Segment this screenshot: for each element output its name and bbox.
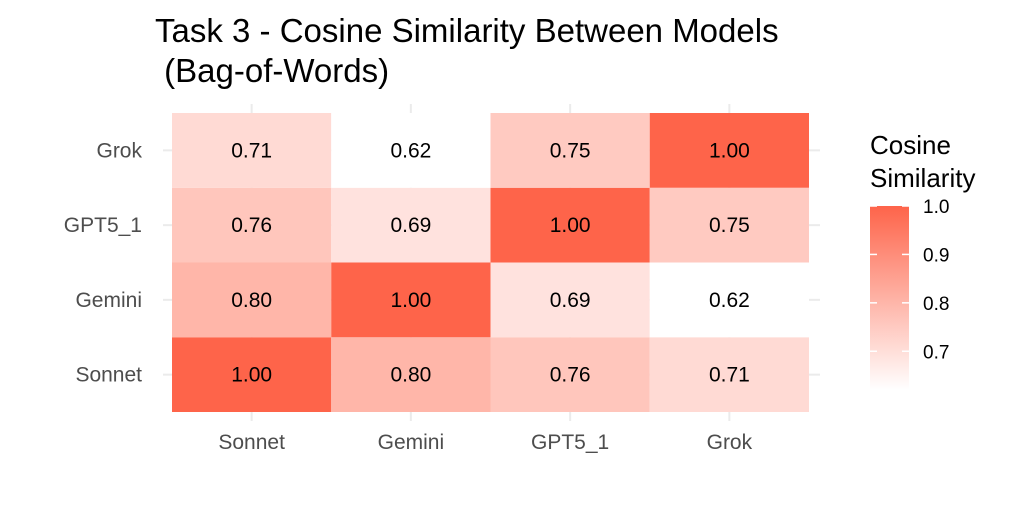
legend-tick-label: 0.9 <box>923 245 949 266</box>
x-tick-label: Gemini <box>378 431 445 454</box>
heatmap-cell <box>649 187 809 263</box>
legend: Cosine Similarity 0.7 0.8 0.9 1.0 <box>870 130 975 390</box>
cell-value-label: 0.71 <box>709 364 750 387</box>
y-tick-label: GPT5_1 <box>64 214 142 237</box>
x-tick-label: Grok <box>707 431 753 454</box>
chart-title: Task 3 - Cosine Similarity Between Model… <box>155 12 779 49</box>
cell-value-label: 0.71 <box>231 139 272 162</box>
cell-value-label: 1.00 <box>231 364 272 387</box>
heatmap-cell <box>331 262 491 338</box>
heatmap-cell <box>172 113 332 188</box>
heatmap-cell <box>649 262 809 338</box>
x-tick-label: GPT5_1 <box>531 431 609 454</box>
cell-value-label: 0.75 <box>709 214 750 237</box>
heatmap-cell <box>172 337 332 412</box>
cell-value-label: 0.69 <box>390 214 431 237</box>
heatmap-cell <box>649 337 809 412</box>
heatmap-cell <box>331 337 491 412</box>
cell-value-label: 0.75 <box>550 139 591 162</box>
cell-value-label: 1.00 <box>550 214 591 237</box>
legend-color-bar <box>870 206 909 390</box>
y-tick-label: Gemini <box>75 289 142 312</box>
cell-value-label: 0.69 <box>550 289 591 312</box>
heatmap-cell <box>649 113 809 188</box>
heatmap-cell <box>331 187 491 263</box>
legend-title-line-2: Similarity <box>870 163 975 193</box>
cell-value-label: 0.80 <box>390 364 431 387</box>
heatmap-cell <box>331 113 491 188</box>
legend-tick-label: 1.0 <box>923 197 949 218</box>
heatmap-cell <box>490 262 650 338</box>
heatmap-cell <box>490 187 650 263</box>
cell-value-label: 1.00 <box>390 289 431 312</box>
y-axis: Sonnet Gemini GPT5_1 Grok <box>64 139 143 386</box>
cell-labels: 1.00 0.80 0.76 0.71 0.80 1.00 0.69 0.62 0.76 0.69… <box>231 139 750 386</box>
legend-tick-label: 0.8 <box>923 294 949 315</box>
legend-tick-label: 0.7 <box>923 342 949 363</box>
y-tick-label: Grok <box>96 139 142 162</box>
y-tick-label: Sonnet <box>75 364 142 387</box>
heatmap-cell <box>172 187 332 263</box>
x-tick-label: Sonnet <box>218 431 285 454</box>
cell-value-label: 0.80 <box>231 289 272 312</box>
cell-value-label: 0.76 <box>550 364 591 387</box>
heatmap-cell <box>172 262 332 338</box>
cell-value-label: 0.76 <box>231 214 272 237</box>
cell-value-label: 1.00 <box>709 139 750 162</box>
cell-value-label: 0.62 <box>709 289 750 312</box>
cell-value-label: 0.62 <box>390 139 431 162</box>
heatmap-cell <box>490 113 650 188</box>
heatmap-cells <box>172 113 809 412</box>
heatmap-cell <box>490 337 650 412</box>
legend-title-line-1: Cosine <box>870 130 951 160</box>
chart-subtitle: (Bag-of-Words) <box>155 52 389 89</box>
x-axis: Sonnet Gemini GPT5_1 Grok <box>218 431 752 454</box>
